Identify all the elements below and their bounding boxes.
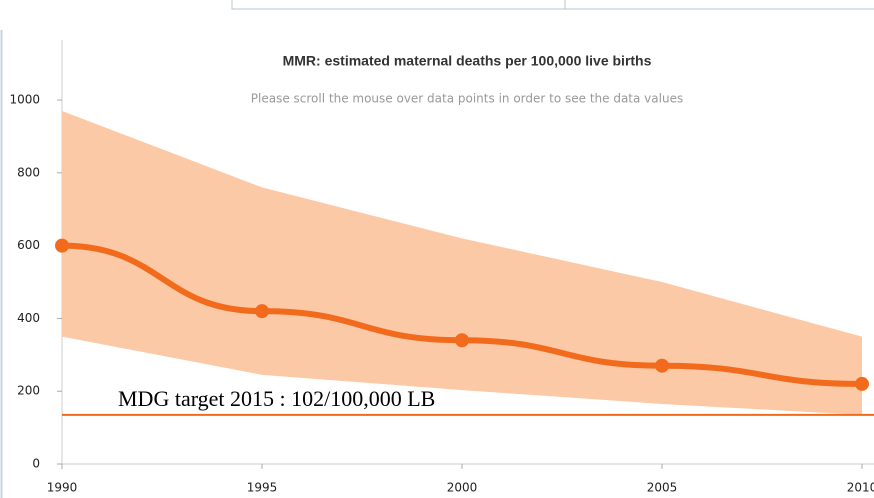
y-tick-label: 200 [17,384,40,398]
y-tick-label: 1000 [9,93,40,107]
data-point [655,358,669,373]
y-tick-label: 400 [17,311,40,325]
chart-title: MMR: estimated maternal deaths per 100,0… [283,53,652,69]
tab-bar [231,0,874,10]
uncertainty-band [62,110,862,415]
x-tick-label: 1995 [247,481,278,495]
data-point [255,304,269,319]
x-tick-label: 2010 [847,481,874,495]
y-tick-label: 800 [17,165,40,179]
y-tick-label: 600 [17,238,40,252]
data-point [455,333,469,348]
x-tick-label: 1990 [47,481,78,495]
target-label: MDG target 2015 : 102/100,000 LB [118,386,435,411]
x-tick-label: 2005 [647,481,678,495]
x-tick-label: 2000 [447,481,478,495]
data-point [55,238,69,253]
data-point [855,376,869,391]
chart-subtitle: Please scroll the mouse over data points… [251,92,683,106]
y-tick-label: 0 [32,457,40,471]
